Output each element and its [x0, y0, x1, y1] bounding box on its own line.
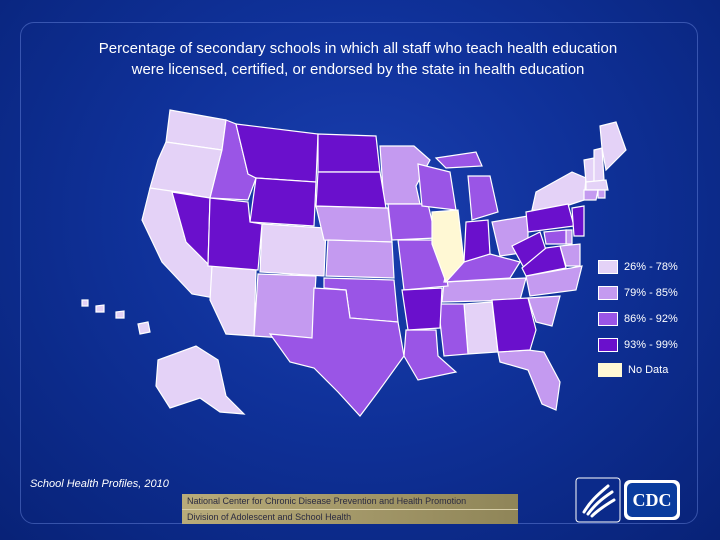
state-south-carolina — [527, 295, 561, 327]
legend-item: 79% - 85% — [598, 280, 698, 306]
hhs-eagle-icon — [575, 477, 621, 523]
legend-label: 86% - 92% — [624, 313, 678, 325]
state-louisiana — [403, 329, 458, 381]
state-hawaii-oahu — [95, 304, 105, 313]
state-south-dakota — [315, 171, 387, 209]
legend-item: 26% - 78% — [598, 254, 698, 280]
legend-label: 26% - 78% — [624, 261, 678, 273]
state-hawaii-kauai — [81, 299, 89, 307]
state-illinois-no-data — [431, 209, 465, 284]
state-hawaii-maui — [115, 310, 125, 319]
state-alaska — [155, 345, 246, 415]
legend-swatch — [598, 260, 618, 274]
legend-swatch — [598, 312, 618, 326]
state-massachusetts — [585, 179, 609, 191]
state-wisconsin — [417, 163, 457, 211]
state-delaware — [565, 229, 573, 245]
state-michigan — [467, 175, 499, 221]
state-montana — [235, 123, 319, 183]
state-maine — [599, 121, 627, 172]
state-arkansas — [401, 287, 443, 331]
state-nebraska — [315, 205, 393, 243]
state-maryland — [543, 229, 567, 245]
map-title-line1: Percentage of secondary schools in which… — [98, 40, 618, 57]
legend-no-data: No Data — [598, 358, 698, 382]
footer-center-name: National Center for Chronic Disease Prev… — [187, 496, 467, 506]
state-virginia — [521, 245, 567, 277]
cdc-logo-text: CDC — [633, 490, 672, 510]
state-hawaii-big-island — [137, 321, 151, 335]
legend-item: 93% - 99% — [598, 332, 698, 358]
state-kansas — [325, 239, 395, 279]
state-vermont — [583, 157, 595, 183]
legend-label: 93% - 99% — [624, 339, 678, 351]
legend-no-data-label: No Data — [628, 364, 669, 376]
legend-swatch — [598, 338, 618, 352]
state-connecticut — [583, 189, 599, 201]
state-rhode-island — [597, 189, 606, 199]
state-north-dakota — [317, 133, 381, 173]
state-georgia — [491, 297, 537, 353]
state-wyoming — [249, 177, 317, 227]
map-title-line2: were licensed, certified, or endorsed by… — [131, 61, 585, 78]
state-florida — [497, 349, 561, 411]
state-iowa — [387, 203, 437, 241]
state-utah — [207, 197, 263, 271]
state-arizona — [209, 265, 257, 337]
footer-division-name: Division of Adolescent and School Health — [182, 509, 518, 525]
footer-banner: National Center for Chronic Disease Prev… — [182, 494, 518, 524]
map-title: Percentage of secondary schools in which… — [20, 38, 696, 80]
legend: 26% - 78% 79% - 85% 86% - 92% 93% - 99% … — [598, 254, 698, 382]
state-new-mexico — [253, 273, 317, 341]
cdc-badge: CDC — [624, 480, 680, 520]
legend-item: 86% - 92% — [598, 306, 698, 332]
state-michigan-upper — [434, 151, 483, 169]
state-mississippi — [437, 303, 469, 357]
state-colorado — [259, 223, 327, 277]
source-citation: School Health Profiles, 2010 — [30, 478, 169, 490]
state-new-jersey — [571, 205, 585, 237]
state-indiana — [463, 219, 491, 263]
legend-swatch — [598, 286, 618, 300]
legend-no-data-swatch — [598, 363, 622, 377]
cdc-logo: CDC — [575, 477, 680, 523]
legend-label: 79% - 85% — [624, 287, 678, 299]
